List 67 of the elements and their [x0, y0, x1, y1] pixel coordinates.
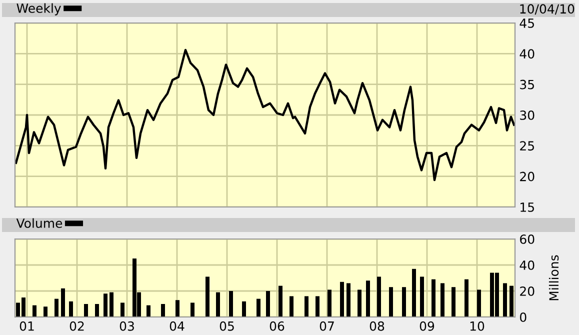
bar — [206, 276, 210, 317]
bar — [346, 283, 350, 317]
bar — [69, 301, 73, 317]
bar — [242, 301, 246, 317]
legend-label: Weekly — [16, 3, 61, 16]
bar — [412, 268, 416, 317]
x-tick-label: 02 — [70, 321, 84, 331]
bar — [110, 292, 114, 317]
line-series — [15, 48, 515, 182]
x-tick-label: 03 — [120, 321, 134, 331]
bar — [503, 283, 507, 317]
bar — [510, 286, 514, 317]
y-tick-label: 0 — [520, 312, 526, 322]
bar — [316, 296, 320, 317]
bar — [440, 283, 444, 317]
bar — [389, 287, 393, 317]
x-tick-label: 01 — [20, 321, 34, 331]
bar — [95, 304, 99, 317]
y-tick-label: 35 — [520, 80, 534, 90]
y-tick-label: 40 — [520, 49, 534, 59]
bar — [420, 276, 424, 317]
bar — [104, 294, 108, 317]
bar — [190, 302, 194, 317]
bar — [340, 282, 344, 317]
bar — [402, 287, 406, 317]
bar — [161, 304, 165, 317]
bar — [452, 287, 456, 317]
bar — [358, 290, 362, 317]
bar — [84, 304, 88, 317]
bar — [464, 279, 468, 317]
bar — [477, 290, 481, 317]
bar — [366, 280, 370, 317]
bar — [278, 286, 282, 317]
x-tick-label: 07 — [320, 321, 334, 331]
y-tick-label: 30 — [520, 110, 534, 120]
y-tick-label: 25 — [520, 141, 534, 151]
y-tick-label: 45 — [520, 18, 534, 28]
bar — [32, 305, 36, 317]
x-tick-label: 10 — [470, 321, 484, 331]
bar — [290, 296, 294, 317]
y-tick-label: 20 — [520, 286, 534, 296]
y-tick-label: 60 — [520, 234, 534, 244]
bar — [328, 290, 332, 317]
bar — [266, 291, 270, 317]
bar — [54, 298, 58, 317]
bar — [146, 305, 150, 317]
x-tick-label: 04 — [170, 321, 184, 331]
legend-label: Volume — [16, 218, 62, 228]
bar — [216, 292, 220, 317]
y-tick-label: 40 — [520, 260, 534, 270]
bar — [229, 291, 233, 317]
x-tick-label: 09 — [420, 321, 434, 331]
bar — [432, 279, 436, 317]
bar — [304, 296, 308, 317]
y-axis-title: Millions — [548, 255, 559, 300]
y-tick-label: 20 — [520, 172, 534, 182]
text: 10/04/10 — [520, 4, 574, 15]
bar — [61, 288, 65, 317]
x-tick-label: 08 — [370, 321, 384, 331]
x-tick-label: 06 — [270, 321, 284, 331]
bar — [377, 276, 381, 317]
bar — [120, 302, 124, 317]
bar — [44, 306, 48, 317]
bar — [176, 300, 180, 317]
y-tick-label: 15 — [520, 202, 534, 212]
x-tick-label: 05 — [220, 321, 234, 331]
bar — [256, 298, 260, 317]
